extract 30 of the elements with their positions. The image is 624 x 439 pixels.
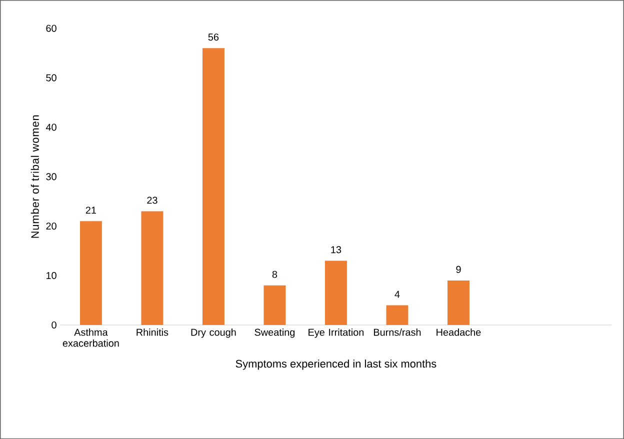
x-tick-label: Burns/rash bbox=[374, 328, 421, 336]
bar bbox=[324, 260, 347, 325]
data-label: 8 bbox=[272, 270, 278, 278]
x-tick-label: Eye Irritation bbox=[308, 328, 364, 338]
x-tick-label: Dry cough bbox=[191, 328, 236, 338]
y-axis-title: Number of tribal women bbox=[30, 115, 39, 238]
y-tick-label: 30 bbox=[46, 173, 56, 180]
data-label: 23 bbox=[147, 196, 158, 204]
y-tick-label: 10 bbox=[46, 272, 56, 279]
data-label: 13 bbox=[331, 246, 342, 254]
bar bbox=[141, 211, 164, 325]
y-tick-label: 60 bbox=[46, 24, 56, 32]
data-label: 21 bbox=[86, 206, 96, 214]
x-tick-label: Asthma exacerbation bbox=[62, 328, 119, 347]
bar bbox=[264, 285, 286, 325]
x-axis-title: Symptoms experienced in last six months bbox=[236, 359, 436, 370]
bar bbox=[447, 280, 470, 325]
x-tick-label: Sweating bbox=[254, 328, 295, 338]
data-label: 56 bbox=[208, 33, 219, 41]
bar bbox=[80, 221, 102, 325]
x-tick-label: Rhinitis bbox=[136, 328, 168, 336]
y-tick-label: 20 bbox=[46, 222, 56, 230]
data-label: 9 bbox=[456, 266, 461, 273]
y-tick-label: 50 bbox=[46, 74, 56, 82]
x-tick-label: Headache bbox=[436, 328, 481, 336]
y-tick-label: 0 bbox=[52, 321, 56, 328]
data-label: 4 bbox=[394, 290, 400, 298]
y-tick-label: 40 bbox=[46, 124, 56, 131]
bar bbox=[386, 305, 408, 325]
bar bbox=[202, 48, 224, 325]
